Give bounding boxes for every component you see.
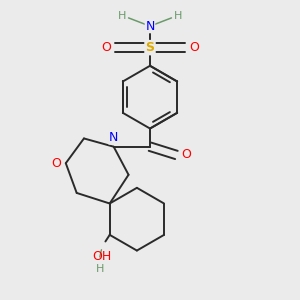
Text: OH: OH [92,250,111,263]
Text: O: O [189,41,199,54]
Text: O: O [182,148,191,161]
Text: N: N [109,131,118,144]
Text: S: S [146,41,154,54]
Text: N: N [145,20,155,33]
Text: H: H [118,11,126,21]
Text: H: H [96,264,104,274]
Text: O: O [51,157,61,170]
Text: O: O [101,41,111,54]
Text: H: H [174,11,182,21]
